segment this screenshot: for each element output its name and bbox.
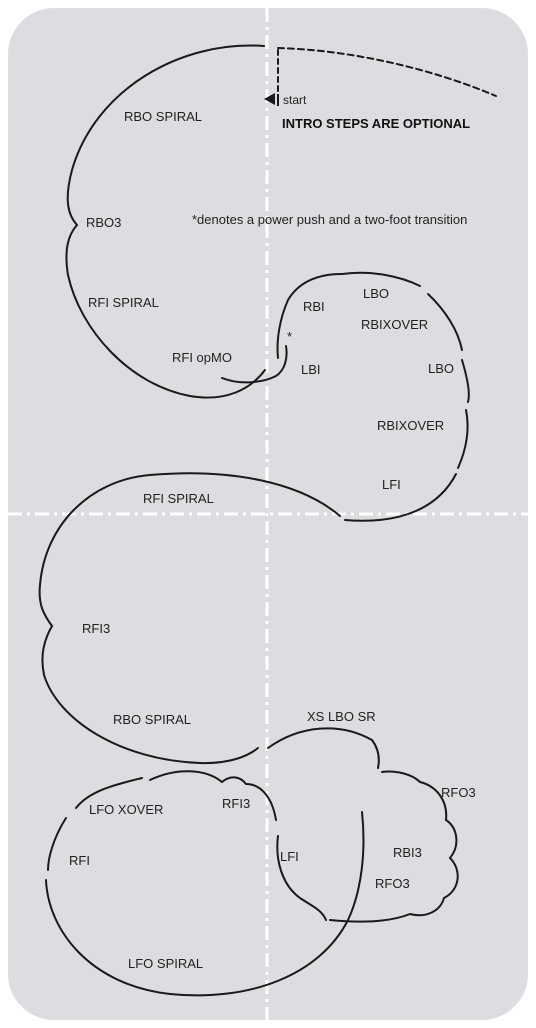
label-rfi: RFI xyxy=(69,853,90,868)
label-rbo3: RBO3 xyxy=(86,215,121,230)
lfo-spiral-edge xyxy=(45,811,365,997)
label-rbixover-1: RBIXOVER xyxy=(361,317,428,332)
rfi3-small-edge xyxy=(149,770,277,821)
rfi-spiral-mid-edge xyxy=(38,472,341,765)
label-rbo-spiral-bottom: RBO SPIRAL xyxy=(113,712,191,727)
label-rbi3: RBI3 xyxy=(393,845,422,860)
lbo-2-edge xyxy=(461,359,470,403)
intro-path xyxy=(277,47,497,97)
label-lfo-xover: LFO XOVER xyxy=(89,802,163,817)
power-push-mark: * xyxy=(287,329,292,344)
label-rbo-spiral-top: RBO SPIRAL xyxy=(124,109,202,124)
lbo-1-edge xyxy=(341,271,421,287)
label-lbi: LBI xyxy=(301,362,321,377)
footnote: *denotes a power push and a two-foot tra… xyxy=(192,212,467,227)
intro-note: INTRO STEPS ARE OPTIONAL xyxy=(282,116,470,131)
lfi-bottom-edge xyxy=(276,835,327,921)
label-xs-lbo-sr: XS LBO SR xyxy=(307,709,376,724)
label-rbixover-2: RBIXOVER xyxy=(377,418,444,433)
rbixover-2-edge xyxy=(457,409,469,469)
label-lbo-2: LBO xyxy=(428,361,454,376)
label-lbo-1: LBO xyxy=(363,286,389,301)
xs-lbo-sr-edge xyxy=(267,727,380,769)
rfi-edge xyxy=(47,817,67,871)
label-rbi: RBI xyxy=(303,299,325,314)
label-rfo3-1: RFO3 xyxy=(441,785,476,800)
label-rfi-opmo: RFI opMO xyxy=(172,350,232,365)
label-rfi-spiral-mid: RFI SPIRAL xyxy=(143,491,214,506)
lfi-mid-edge xyxy=(344,473,457,522)
rfo3-rbi3-rfo3-edge xyxy=(329,770,459,923)
start-label: start xyxy=(283,93,307,107)
label-lfi-bottom: LFI xyxy=(280,849,299,864)
start-arrow-icon xyxy=(264,93,275,105)
rbo-spiral-top-edge xyxy=(65,44,266,399)
label-lfo-spiral: LFO SPIRAL xyxy=(128,956,203,971)
label-rfo3-2: RFO3 xyxy=(375,876,410,891)
label-rfi3: RFI3 xyxy=(82,621,110,636)
lfo-xover-edge xyxy=(75,777,143,809)
label-lfi-mid: LFI xyxy=(382,477,401,492)
label-rfi3-small: RFI3 xyxy=(222,796,250,811)
rbi-edge xyxy=(276,273,343,359)
rfi-opmo-edge xyxy=(221,345,288,384)
label-rfi-spiral-top: RFI SPIRAL xyxy=(88,295,159,310)
rbixover-1-edge xyxy=(427,293,463,351)
